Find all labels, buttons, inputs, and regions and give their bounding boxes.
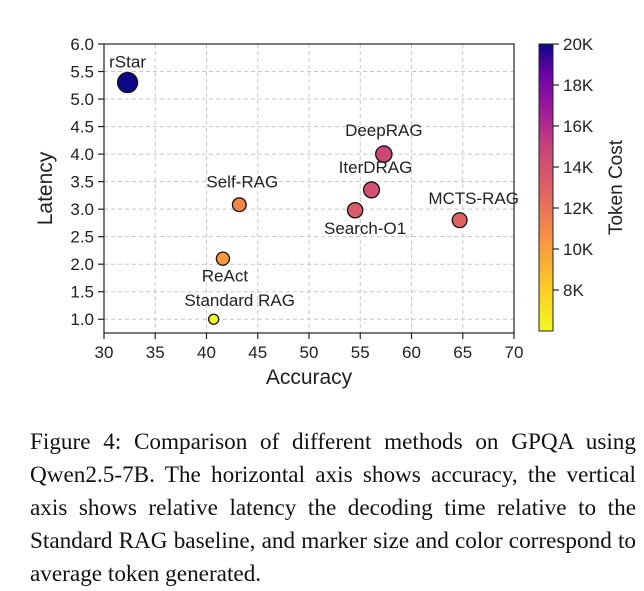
x-tick-label: 30 bbox=[95, 343, 114, 362]
colorbar: 8K 10K 12K 14K 16K 18K 20K bbox=[538, 35, 594, 332]
x-axis-label: Accuracy bbox=[266, 366, 353, 389]
colorbar-tick-label: 12K bbox=[563, 199, 594, 218]
y-tick-label: 5.5 bbox=[70, 63, 94, 82]
x-tick-label: 40 bbox=[197, 343, 216, 362]
point-iterdrag bbox=[362, 181, 381, 199]
point-self-rag bbox=[231, 197, 247, 213]
colorbar-tick-label: 18K bbox=[563, 76, 594, 95]
point-mcts-rag bbox=[451, 212, 468, 229]
y-axis-ticks: 1.0 1.5 2.0 2.5 3.0 3.5 4.0 4.5 5.0 5.5 6.0 bbox=[70, 35, 104, 329]
label-standard-rag: Standard RAG bbox=[184, 291, 295, 310]
colorbar-tick-label: 14K bbox=[563, 158, 594, 177]
label-iterdrag: IterDRAG bbox=[339, 158, 413, 177]
x-tick-label: 45 bbox=[248, 343, 267, 362]
y-tick-label: 2.0 bbox=[70, 255, 94, 274]
label-search-o1: Search-O1 bbox=[324, 219, 406, 238]
colorbar-tick-label: 20K bbox=[563, 35, 594, 54]
y-tick-label: 2.5 bbox=[70, 228, 94, 247]
x-tick-label: 65 bbox=[453, 343, 472, 362]
point-standard-rag bbox=[208, 313, 220, 325]
y-tick-label: 3.5 bbox=[70, 173, 94, 192]
y-tick-label: 1.5 bbox=[70, 283, 94, 302]
x-tick-label: 55 bbox=[351, 343, 370, 362]
y-tick-label: 1.0 bbox=[70, 310, 94, 329]
x-tick-label: 70 bbox=[505, 343, 524, 362]
label-react: ReAct bbox=[202, 267, 249, 286]
y-tick-label: 4.5 bbox=[70, 118, 94, 137]
colorbar-label: Token Cost bbox=[606, 139, 627, 235]
colorbar-gradient bbox=[538, 43, 554, 332]
point-labels: rStar DeepRAG IterDRAG Search-O1 MCTS-RAG Sel… bbox=[109, 53, 519, 311]
x-axis-ticks: 30 35 40 45 50 55 60 65 70 bbox=[95, 333, 524, 362]
label-rstar: rStar bbox=[109, 53, 146, 72]
y-axis-label: Latency bbox=[34, 151, 57, 225]
x-tick-label: 60 bbox=[402, 343, 421, 362]
label-self-rag: Self-RAG bbox=[206, 173, 278, 192]
y-tick-label: 5.0 bbox=[70, 90, 94, 109]
x-tick-label: 50 bbox=[300, 343, 319, 362]
x-tick-label: 35 bbox=[146, 343, 165, 362]
figure-caption: Figure 4: Comparison of different method… bbox=[30, 429, 636, 587]
y-tick-label: 4.0 bbox=[70, 145, 94, 164]
colorbar-tick-label: 8K bbox=[563, 281, 584, 300]
scatter-chart: 30 35 40 45 50 55 60 65 70 1.0 1.5 2.0 2.5 3.0 3.5 4.0… bbox=[34, 35, 627, 389]
y-tick-label: 6.0 bbox=[70, 35, 94, 54]
point-search-o1 bbox=[346, 201, 364, 219]
point-rstar bbox=[116, 71, 139, 94]
label-mcts-rag: MCTS-RAG bbox=[428, 189, 519, 208]
point-deeprag bbox=[375, 145, 393, 163]
colorbar-tick-label: 10K bbox=[563, 240, 594, 259]
data-points bbox=[116, 71, 468, 325]
y-tick-label: 3.0 bbox=[70, 200, 94, 219]
colorbar-tick-label: 16K bbox=[563, 117, 594, 136]
point-react bbox=[215, 251, 231, 266]
label-deeprag: DeepRAG bbox=[345, 121, 422, 140]
